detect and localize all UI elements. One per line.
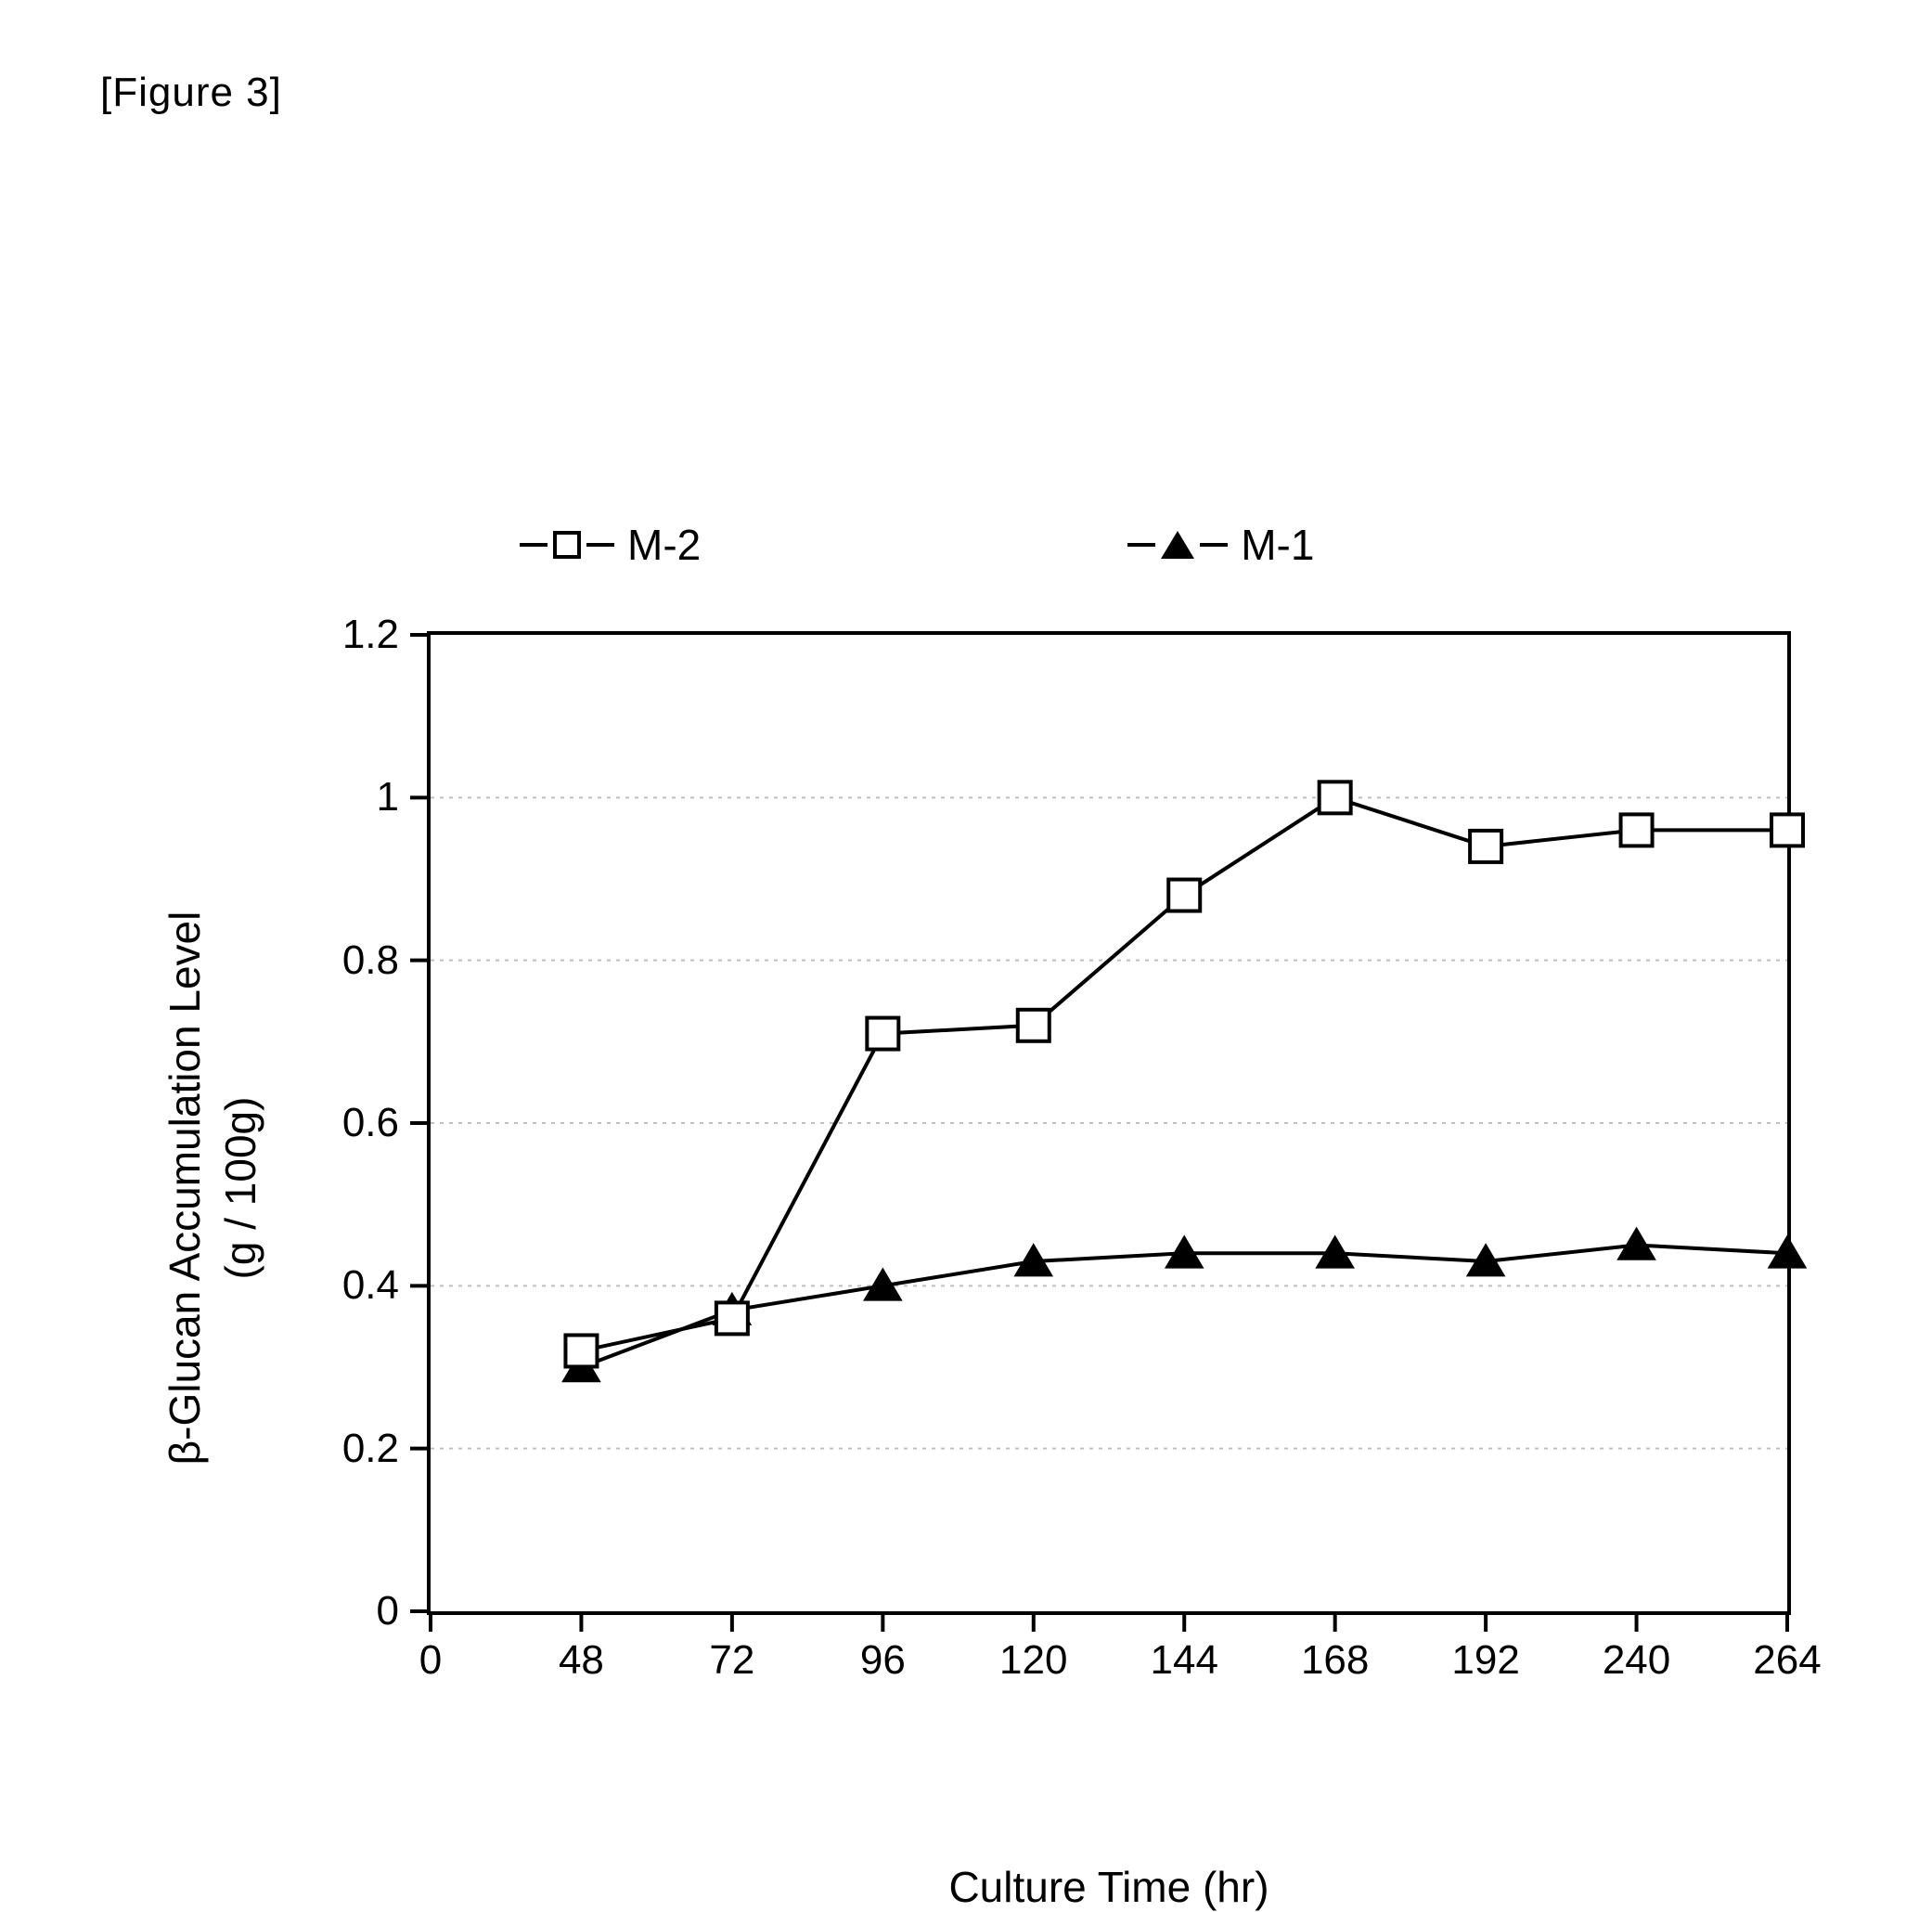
x-tick-label: 0	[419, 1637, 442, 1684]
legend-item-m1: M-1	[1127, 520, 1314, 570]
x-tick-label: 168	[1301, 1637, 1369, 1684]
y-tick-label: 1.2	[342, 612, 399, 658]
legend-marker-m1-icon	[1161, 531, 1194, 559]
page: [Figure 3] M-2 M-1 β-Glucan Accumulation…	[0, 0, 1932, 1881]
y-tick-label: 0.4	[342, 1262, 399, 1309]
legend-line-m2-right	[586, 543, 614, 547]
x-tick-label: 48	[559, 1637, 604, 1684]
x-tick-label: 96	[860, 1637, 906, 1684]
y-tick-label: 0	[377, 1588, 399, 1634]
legend-item-m2: M-2	[520, 520, 701, 570]
legend-label-m2: M-2	[627, 520, 701, 570]
plot-area: 00.20.40.60.811.204872961201441681922402…	[427, 631, 1791, 1615]
x-tick-label: 144	[1151, 1637, 1218, 1684]
y-tick-label: 0.2	[342, 1426, 399, 1472]
x-tick-label: 72	[709, 1637, 754, 1684]
m2-marker-icon	[1018, 1010, 1050, 1041]
m1-marker-icon	[1618, 1229, 1655, 1260]
legend-line-m2	[520, 543, 547, 547]
y-tick-label: 1	[377, 774, 399, 820]
x-axis-label: Culture Time (hr)	[948, 1862, 1269, 1912]
m2-marker-icon	[1320, 782, 1351, 813]
figure-caption: [Figure 3]	[100, 70, 282, 116]
y-axis-label: β-Glucan Accumulation Level (g / 100g)	[158, 911, 269, 1466]
legend-label-m1: M-1	[1241, 520, 1314, 570]
chart: β-Glucan Accumulation Level (g / 100g) 0…	[232, 594, 1828, 1782]
legend: M-2 M-1	[520, 520, 1314, 570]
plot-svg	[431, 635, 1787, 1611]
m2-marker-icon	[1771, 814, 1803, 846]
m2-marker-icon	[565, 1335, 597, 1366]
m2-marker-icon	[867, 1018, 898, 1050]
legend-marker-m2-icon	[553, 531, 581, 559]
x-tick-label: 120	[999, 1637, 1067, 1684]
m2-marker-icon	[1621, 814, 1653, 846]
y-tick-label: 0.8	[342, 937, 399, 984]
m2-marker-icon	[1470, 831, 1501, 862]
legend-line-m1-right	[1200, 543, 1228, 547]
y-axis-label-line2: (g / 100g)	[216, 1097, 264, 1280]
x-tick-label: 240	[1603, 1637, 1670, 1684]
m2-marker-icon	[1168, 880, 1200, 911]
y-axis-label-line1: β-Glucan Accumulation Level	[161, 911, 209, 1466]
y-tick-label: 0.6	[342, 1100, 399, 1146]
x-tick-label: 264	[1753, 1637, 1821, 1684]
x-tick-label: 192	[1451, 1637, 1519, 1684]
legend-line-m1	[1127, 543, 1155, 547]
m2-marker-icon	[716, 1302, 748, 1334]
